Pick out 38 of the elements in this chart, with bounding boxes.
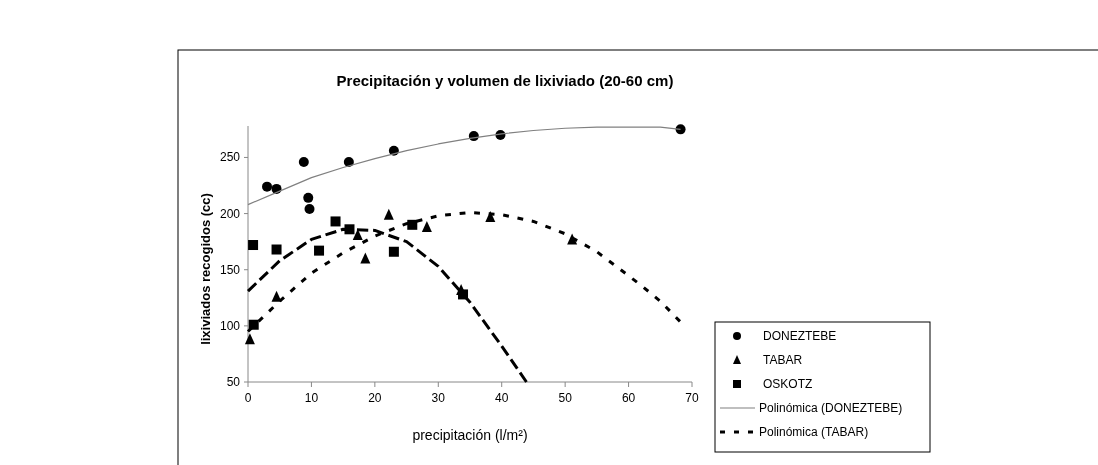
x-tick-label: 20 <box>368 391 382 405</box>
point <box>244 333 255 345</box>
y-tick-label: 100 <box>219 318 241 333</box>
legend-label: Polinómica (DONEZTEBE) <box>759 401 903 415</box>
x-axis-title: precipitación (l/m²) <box>412 427 528 443</box>
point <box>388 246 399 257</box>
x-tick-label: 40 <box>495 391 509 405</box>
x-tick-label: 30 <box>431 391 446 405</box>
point <box>304 204 315 215</box>
y-axis-title: lixiviados recogidos (cc) <box>198 193 213 345</box>
point <box>421 221 432 233</box>
point <box>314 245 325 256</box>
legend-label: DONEZTEBE <box>763 329 837 343</box>
point <box>271 290 282 302</box>
y-tick-label: 50 <box>226 375 241 389</box>
point <box>298 156 309 167</box>
legend-label: TABAR <box>763 353 803 367</box>
point <box>248 319 259 330</box>
x-tick-label: 10 <box>304 391 319 405</box>
point <box>271 244 282 255</box>
point <box>303 192 314 203</box>
x-tick-label: 60 <box>621 391 636 405</box>
chart-title: Precipitación y volumen de lixiviado (20-60 cm) <box>336 72 674 89</box>
y-tick-label: 200 <box>219 206 241 221</box>
point <box>330 216 341 227</box>
point <box>485 210 496 222</box>
legend-label: Polinómica (TABAR) <box>759 425 869 439</box>
x-tick-label: 70 <box>685 391 699 405</box>
x-tick-label: 0 <box>244 391 252 405</box>
y-tick-label: 250 <box>219 150 241 165</box>
x-tick-label: 50 <box>558 391 573 405</box>
point <box>360 252 371 264</box>
point <box>248 240 259 251</box>
legend-label: OSKOTZ <box>763 377 813 391</box>
point <box>407 219 418 230</box>
y-tick-label: 150 <box>219 262 241 277</box>
point <box>383 208 394 220</box>
point <box>262 181 273 192</box>
